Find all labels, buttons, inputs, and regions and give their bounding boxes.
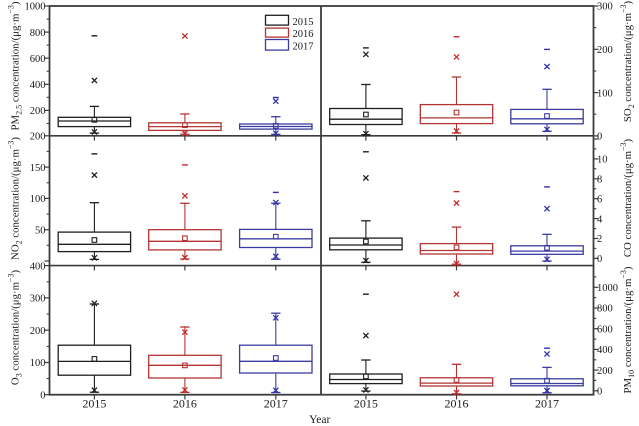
svg-text:2015: 2015	[293, 17, 314, 28]
svg-text:1000: 1000	[597, 283, 618, 294]
svg-text:2017: 2017	[535, 397, 559, 411]
svg-text:2017: 2017	[264, 397, 288, 411]
svg-text:600: 600	[597, 324, 613, 335]
svg-text:O3 concentration/(μg·m−3): O3 concentration/(μg·m−3)	[7, 270, 24, 386]
svg-text:200: 200	[597, 366, 613, 377]
svg-text:0: 0	[40, 390, 45, 401]
svg-text:2017: 2017	[293, 41, 314, 52]
svg-text:Year: Year	[309, 414, 330, 426]
svg-text:0: 0	[597, 387, 602, 398]
svg-text:NO2 concentration/(μg·m−3): NO2 concentration/(μg·m−3)	[7, 137, 24, 260]
svg-text:800: 800	[597, 304, 613, 315]
svg-text:2015: 2015	[82, 397, 106, 411]
svg-text:0: 0	[597, 254, 602, 265]
svg-text:8: 8	[597, 175, 602, 186]
svg-text:300: 300	[597, 2, 613, 13]
svg-text:2016: 2016	[445, 397, 469, 411]
svg-text:CO concentration/(μg·m−3): CO concentration/(μg·m−3)	[619, 138, 634, 257]
svg-text:200: 200	[30, 132, 46, 143]
svg-text:200: 200	[30, 106, 46, 117]
svg-text:400: 400	[597, 345, 613, 356]
svg-text:10: 10	[597, 155, 608, 166]
svg-text:2016: 2016	[293, 29, 314, 40]
svg-text:100: 100	[597, 88, 613, 99]
svg-text:0: 0	[597, 132, 602, 143]
svg-text:400: 400	[30, 261, 46, 272]
svg-text:200: 200	[30, 326, 46, 337]
svg-text:2015: 2015	[354, 397, 378, 411]
svg-text:SO2 concentration/(μg·m−3): SO2 concentration/(μg·m−3)	[619, 1, 636, 123]
svg-text:150: 150	[30, 163, 46, 174]
svg-text:100: 100	[30, 358, 46, 369]
svg-text:800: 800	[30, 28, 46, 39]
svg-text:2016: 2016	[173, 397, 197, 411]
svg-text:400: 400	[30, 80, 46, 91]
svg-text:50: 50	[35, 225, 46, 236]
svg-text:1000: 1000	[25, 2, 46, 13]
svg-text:4: 4	[597, 214, 603, 225]
svg-text:PM10 concentration/(μg·m−3): PM10 concentration/(μg·m−3)	[619, 266, 636, 393]
svg-text:PM2.5 concentration/(μg·m−3): PM2.5 concentration/(μg·m−3)	[7, 1, 24, 130]
svg-text:6: 6	[597, 194, 602, 205]
svg-text:600: 600	[30, 54, 46, 65]
svg-text:100: 100	[30, 194, 46, 205]
svg-text:300: 300	[30, 294, 46, 305]
svg-text:2: 2	[597, 234, 602, 245]
svg-text:200: 200	[597, 45, 613, 56]
